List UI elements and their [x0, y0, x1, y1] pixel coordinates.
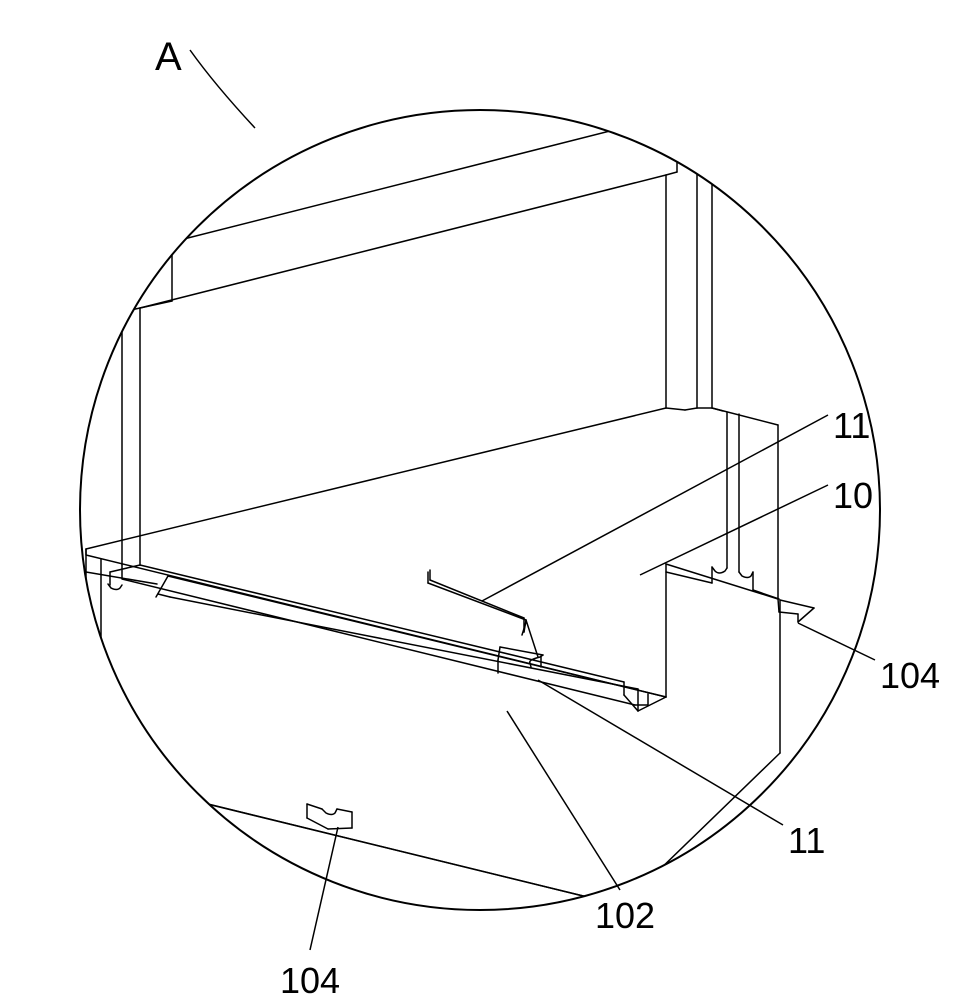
technical-diagram: A 11 10 104 11 102 104	[0, 0, 974, 1000]
diagram-svg	[0, 0, 974, 1000]
reference-label-11-bottom: 11	[788, 820, 825, 862]
reference-label-104-right: 104	[880, 655, 940, 697]
view-label-a: A	[155, 35, 182, 80]
reference-label-102: 102	[595, 895, 655, 937]
reference-label-10: 10	[833, 475, 873, 517]
reference-label-104-left: 104	[280, 960, 340, 1002]
reference-label-11-top: 11	[833, 405, 870, 447]
